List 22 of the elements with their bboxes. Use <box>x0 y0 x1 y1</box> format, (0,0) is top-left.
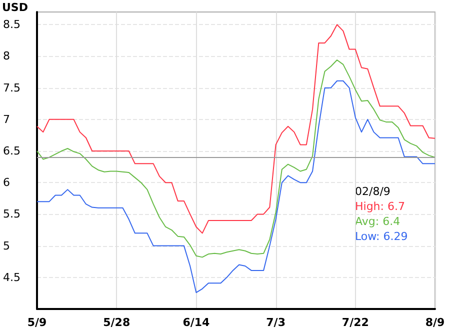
line-series <box>36 60 436 258</box>
y-tick-label: 5.5 <box>3 208 20 221</box>
y-tick-label: 7.5 <box>3 81 20 94</box>
annotation: Avg: 6.4 <box>355 215 400 228</box>
y-tick-label: 7 <box>3 112 10 126</box>
x-tick-label: 7/22 <box>342 316 369 329</box>
y-axis-title: USD <box>2 1 28 14</box>
annotation: 02/8/9 <box>355 185 390 198</box>
y-tick-label: 6.5 <box>3 144 20 158</box>
y-tick-label: 5 <box>3 239 10 252</box>
annotation: Low: 6.29 <box>355 230 408 243</box>
y-tick-label: 8 <box>3 50 10 63</box>
x-tick-label: 7/3 <box>266 316 286 329</box>
y-tick-label: 4.5 <box>3 270 20 284</box>
line-series <box>36 80 436 294</box>
x-tick-label: 8/9 <box>425 316 445 329</box>
y-tick-label: 8.5 <box>3 18 20 32</box>
x-tick-label: 5/9 <box>27 316 47 329</box>
x-tick-label: 6/14 <box>182 316 210 329</box>
y-tick-label: 6 <box>3 176 10 190</box>
annotation: High: 6.7 <box>355 200 405 213</box>
x-tick-label: 5/28 <box>103 316 130 329</box>
